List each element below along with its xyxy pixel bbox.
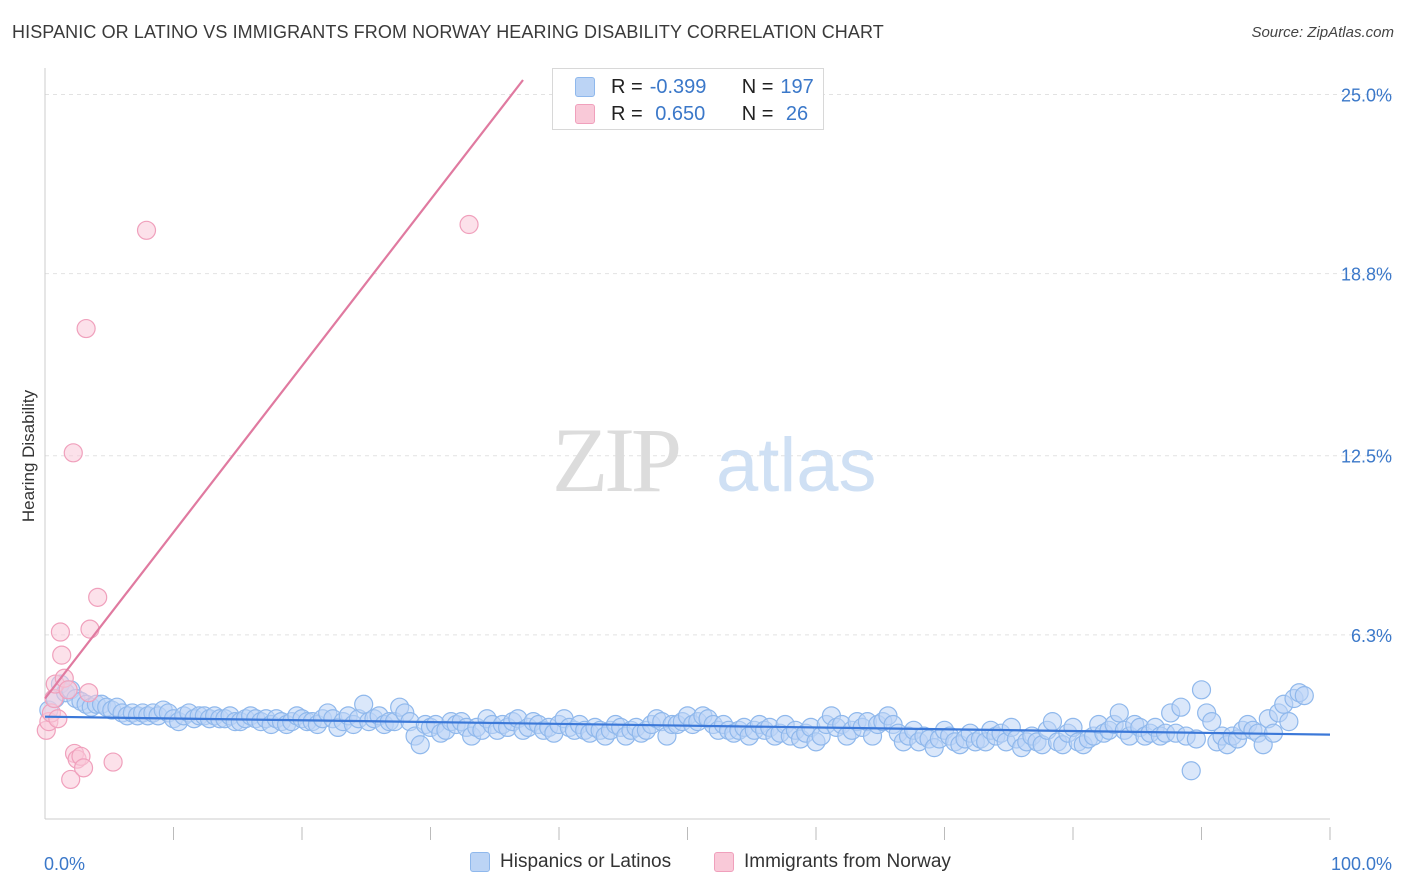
norway-point	[50, 622, 71, 642]
norway-point	[48, 709, 68, 729]
legend-swatch-hispanic	[470, 852, 490, 872]
watermark-atlas: atlas	[716, 423, 877, 508]
stats-row-norway: R = 0.650 N = 26	[575, 101, 808, 127]
hispanic-point	[354, 694, 374, 714]
stats-swatch-norway	[575, 104, 595, 124]
y-tick-labels: 6.3% 12.5% 18.8% 25.0%	[1341, 85, 1392, 645]
hispanic-point	[1191, 680, 1212, 700]
norway-point	[80, 619, 100, 639]
norway-point	[73, 758, 94, 778]
hispanic-point	[1109, 703, 1129, 723]
norway-point	[88, 587, 108, 607]
n-label-hispanic: N =	[741, 75, 774, 98]
y-tick-label: 12.5%	[1341, 447, 1392, 467]
x-tick-labels: 0.0% 100.0%	[44, 854, 1392, 874]
norway-point	[52, 645, 72, 665]
hispanic-point	[1279, 712, 1299, 732]
hispanic-point	[1294, 686, 1314, 706]
legend-item-norway[interactable]: Immigrants from Norway	[714, 851, 951, 873]
x-tick-label: 100.0%	[1331, 854, 1392, 874]
hispanic-point	[1042, 712, 1063, 732]
r-value-norway: 0.650	[649, 102, 706, 125]
hispanic-trend-line	[44, 715, 1331, 736]
stats-legend: R = -0.399 N = 197 R = 0.650 N = 26	[552, 68, 824, 130]
hispanic-point	[1181, 761, 1201, 781]
norway-point	[63, 443, 83, 463]
x-tick-label: 0.0%	[44, 854, 85, 874]
y-tick-label: 18.8%	[1341, 265, 1392, 285]
norway-point	[136, 220, 157, 240]
y-tick-label: 6.3%	[1351, 626, 1392, 646]
n-value-norway: 26	[780, 102, 809, 125]
legend-label-norway: Immigrants from Norway	[744, 851, 951, 872]
n-label-norway: N =	[741, 102, 774, 125]
stats-swatch-hispanic	[575, 77, 595, 97]
norway-point	[103, 752, 123, 772]
n-value-hispanic: 197	[780, 75, 814, 98]
watermark: ZIP atlas	[552, 409, 877, 511]
legend-swatch-norway	[714, 852, 734, 872]
r-label-norway: R =	[611, 102, 643, 125]
r-value-hispanic: -0.399	[649, 75, 707, 98]
axes	[44, 68, 1331, 840]
norway-point	[76, 318, 96, 339]
series-legend: Hispanics or Latinos Immigrants from Nor…	[0, 851, 1406, 879]
hispanic-point	[1171, 697, 1191, 717]
source-label: Source: ZipAtlas.com	[1251, 24, 1394, 41]
r-label-hispanic: R =	[611, 75, 643, 98]
gridlines	[45, 93, 1392, 636]
hispanic-points	[39, 674, 1314, 781]
stats-row-hispanic: R = -0.399 N = 197	[575, 74, 814, 100]
norway-point	[79, 683, 99, 703]
legend-item-hispanic[interactable]: Hispanics or Latinos	[470, 851, 671, 873]
norway-point	[58, 680, 78, 700]
hispanic-point	[1202, 712, 1222, 732]
norway-trend-line	[44, 79, 524, 700]
norway-point	[61, 769, 81, 790]
legend-label-hispanic: Hispanics or Latinos	[500, 851, 672, 872]
y-axis-label: Hearing Disability	[19, 389, 38, 522]
hispanic-point	[410, 735, 430, 755]
trend-lines	[44, 79, 1331, 736]
y-tick-label: 25.0%	[1341, 85, 1392, 105]
watermark-zip: ZIP	[552, 409, 679, 511]
chart-title: HISPANIC OR LATINO VS IMMIGRANTS FROM NO…	[12, 22, 884, 42]
norway-point	[459, 214, 479, 235]
hispanic-point	[1186, 729, 1206, 749]
